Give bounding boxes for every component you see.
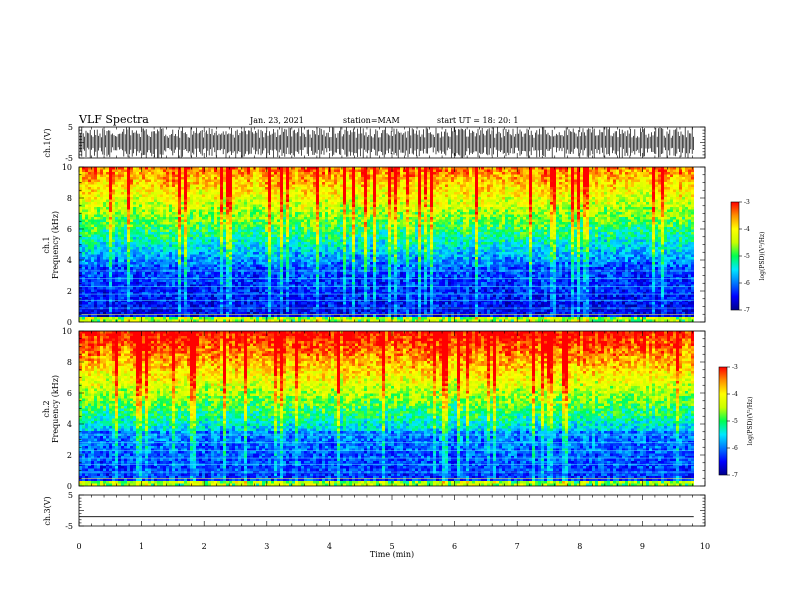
cb1-ticks-label--5: -5 (744, 253, 750, 260)
ch2-colorbar-scale (718, 366, 728, 476)
p2-ytick-label-2: 2 (67, 287, 72, 296)
ch2-spectrogram-ytick-labels: 0 2 4 6 8 10 (62, 327, 72, 491)
ch1-spectrogram-image (79, 167, 705, 322)
ch1-waveform-panel: 5 -5 ch.1(V) (43, 123, 706, 163)
p2-ytick-label-8: 8 (67, 194, 72, 203)
p2-ytick-label-0: 0 (67, 318, 72, 327)
ch3-waveform-ylabel: ch.3(V) (43, 496, 52, 525)
ch1-spectrogram-panel: 0 2 4 6 8 10 ch.1 Frequency (kHz) (42, 163, 706, 327)
cb1-ticks-label--3: -3 (744, 199, 750, 206)
cb2-ticks-label--6: -6 (732, 445, 738, 452)
time-tick-label-0: 0 (76, 542, 81, 551)
cb2-ticks-label--3: -3 (732, 364, 738, 371)
time-tick-label-3: 3 (264, 542, 269, 551)
time-tick-label-10: 10 (700, 542, 710, 551)
ch3-ytick-bottom: -5 (65, 522, 73, 531)
p3-ytick-label-10: 10 (62, 327, 72, 336)
ch2-spectrogram-ticks (78, 330, 706, 487)
figure-title: VLF Spectra (78, 113, 149, 126)
ch1-waveform-ylabel: ch.1(V) (43, 128, 52, 157)
cb2-ticks-label--7: -7 (732, 472, 738, 479)
ch1-waveform-line (79, 127, 694, 158)
ch1-spectrogram-ylabel-channel: ch.1 (42, 236, 51, 253)
time-axis-label: Time (min) (370, 550, 414, 559)
ch2-spectrogram-image (79, 331, 705, 486)
figure-header: VLF Spectra Jan. 23, 2021 station=MAM st… (78, 113, 518, 126)
time-tick-label-4: 4 (327, 542, 332, 551)
p3-ytick-label-2: 2 (67, 451, 72, 460)
ch1-colorbar: -3 -4 -5 -6 -7 log(PSD)(V²/Hz) (730, 199, 766, 314)
ch1-spectrogram-ylabel-frequency: Frequency (kHz) (51, 211, 60, 279)
p3-ytick-label-0: 0 (67, 482, 72, 491)
time-tick-label-2: 2 (202, 542, 207, 551)
ch1-waveform-trace (79, 127, 694, 158)
cb1-ticks-label--6: -6 (744, 280, 750, 287)
ch1-waveform-ticks (78, 126, 706, 159)
ch2-colorbar-label: log(PSD)(V²/Hz) (747, 397, 754, 446)
recording-date: Jan. 23, 2021 (249, 116, 304, 125)
ch1-ytick-bottom: -5 (65, 154, 73, 163)
ch2-spectrogram-ylabel-frequency: Frequency (kHz) (51, 375, 60, 443)
start-time-label: start UT = 18: 20: 1 (437, 116, 518, 125)
ch1-ytick-top: 5 (68, 123, 73, 132)
time-tick-label-6: 6 (452, 542, 457, 551)
p3-ytick-label-6: 6 (67, 389, 72, 398)
ch1-colorbar-label: log(PSD)(V²/Hz) (759, 232, 766, 281)
cb2-ticks-label--5: -5 (732, 418, 738, 425)
ch1-colorbar-scale (730, 201, 740, 311)
time-tick-label-5: 5 (389, 542, 394, 551)
cb1-ticks-label--7: -7 (744, 307, 750, 314)
ch1-spectrogram-ticks (78, 166, 706, 323)
ch3-waveform-panel: 5 -5 ch.3(V) (43, 491, 706, 531)
ch2-colorbar: -3 -4 -5 -6 -7 log(PSD)(V²/Hz) (718, 364, 754, 479)
p3-ytick-label-4: 4 (67, 420, 72, 429)
p2-ytick-label-10: 10 (62, 163, 72, 172)
ch2-spectrogram-panel: 0 2 4 6 8 10 ch.2 Frequency (kHz) (42, 327, 706, 491)
cb1-ticks-label--4: -4 (744, 226, 750, 233)
time-tick-label-7: 7 (515, 542, 520, 551)
time-tick-label-8: 8 (577, 542, 582, 551)
ch2-spectrogram-ylabel-channel: ch.2 (42, 400, 51, 417)
ch1-colorbar-ticks: -3 -4 -5 -6 -7 (739, 199, 750, 314)
ch3-waveform-ticks (78, 494, 706, 527)
ch2-colorbar-ticks: -3 -4 -5 -6 -7 (727, 364, 738, 479)
p2-ytick-label-4: 4 (67, 256, 72, 265)
ch3-ytick-top: 5 (68, 491, 73, 500)
time-axis-tick-labels: 0 1 2 3 4 5 6 7 8 9 10 (76, 542, 710, 551)
time-tick-label-9: 9 (640, 542, 645, 551)
p2-ytick-label-6: 6 (67, 225, 72, 234)
time-tick-label-1: 1 (139, 542, 144, 551)
station-label: station=MAM (343, 116, 400, 125)
p3-ytick-label-8: 8 (67, 358, 72, 367)
ch1-spectrogram-ytick-labels: 0 2 4 6 8 10 (62, 163, 72, 327)
cb2-ticks-label--4: -4 (732, 391, 738, 398)
